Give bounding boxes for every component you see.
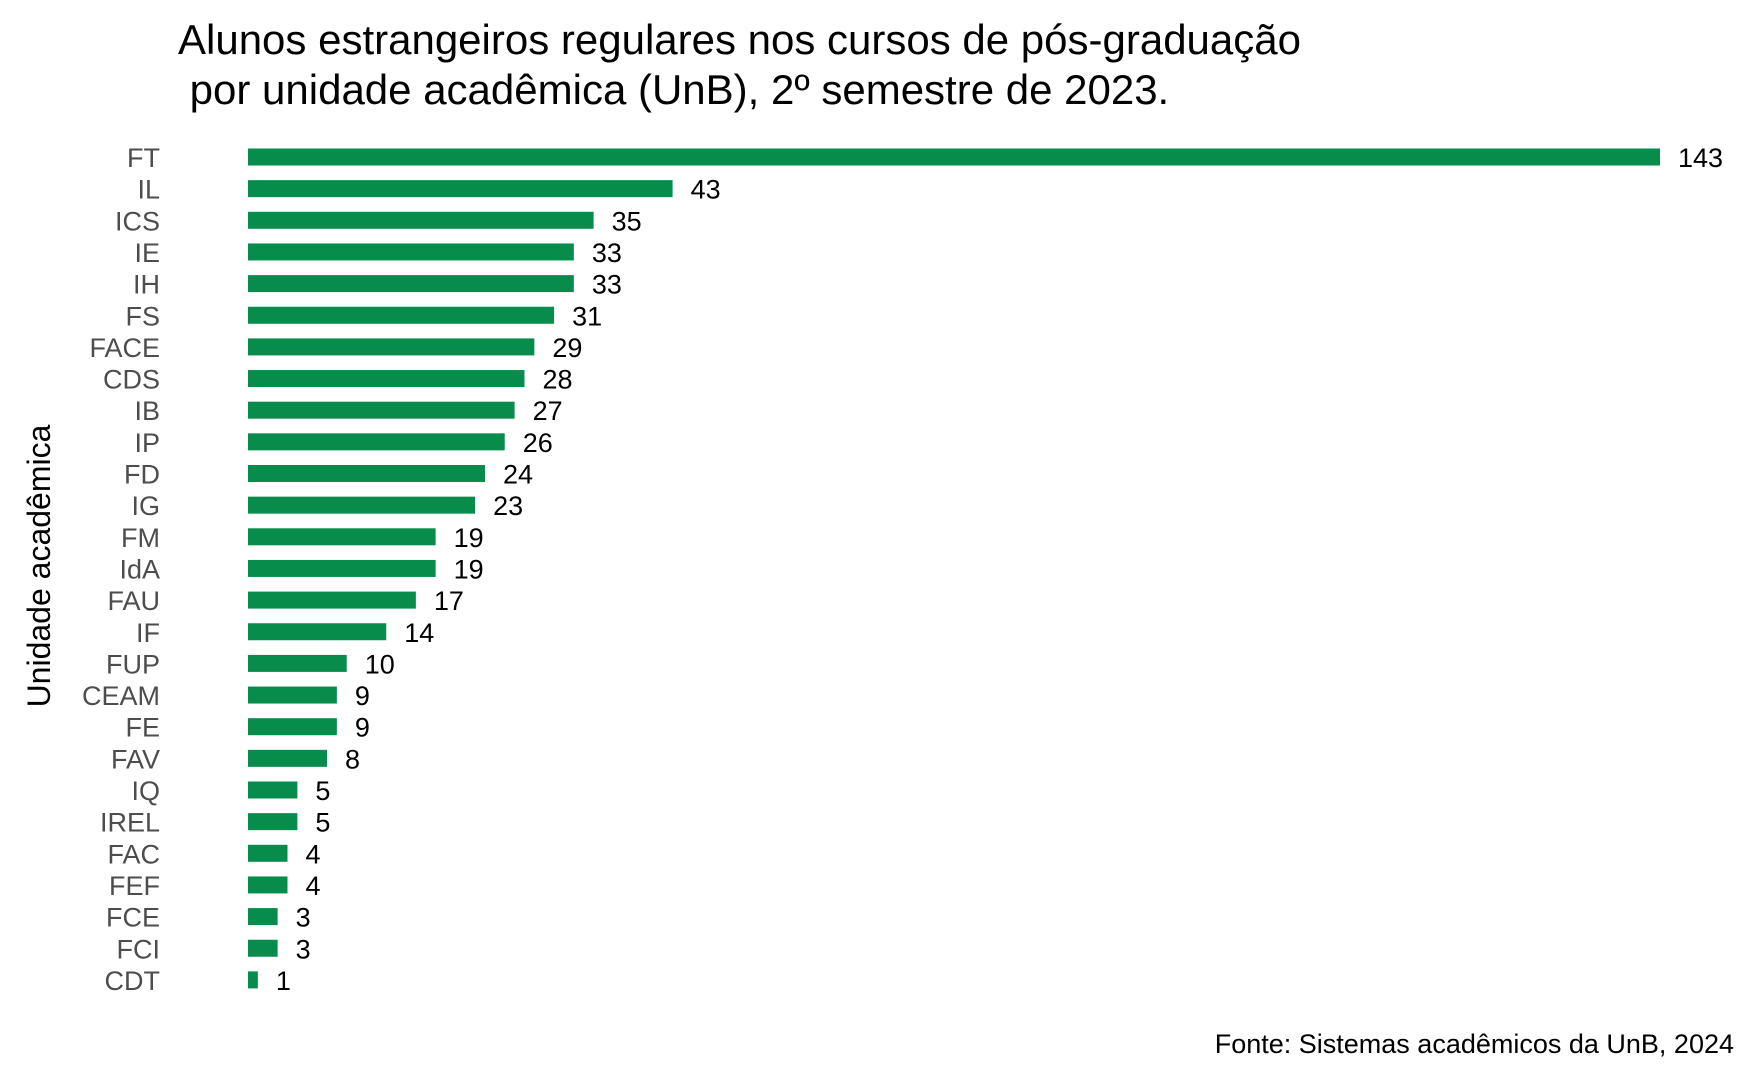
category-label-cds: CDS — [103, 365, 160, 395]
category-label-fci: FCI — [117, 934, 161, 964]
chart-title-line-2: por unidade acadêmica (UnB), 2º semestre… — [178, 66, 1169, 113]
bar-fm — [248, 528, 436, 546]
category-label-ie: IE — [134, 238, 160, 268]
value-label-fe: 9 — [355, 713, 370, 743]
value-label-fci: 3 — [296, 934, 311, 964]
category-label-ida: IdA — [119, 554, 160, 584]
bar-ceam — [248, 686, 337, 704]
y-axis-title: Unidade acadêmica — [21, 424, 57, 707]
category-label-ib: IB — [134, 396, 160, 426]
value-label-il: 43 — [691, 175, 721, 205]
value-label-face: 29 — [552, 333, 582, 363]
bar-fe — [248, 718, 337, 736]
category-label-ig: IG — [131, 491, 160, 521]
value-label-fs: 31 — [572, 301, 602, 331]
bar-ie — [248, 243, 574, 261]
value-label-ie: 33 — [592, 238, 622, 268]
category-label-il: IL — [137, 175, 160, 205]
category-labels-group: FTILICSIEIHFSFACECDSIBIPFDIGFMIdAFAUIFFU… — [82, 143, 160, 996]
category-label-ip: IP — [134, 428, 160, 458]
bar-if — [248, 623, 387, 641]
category-label-fup: FUP — [106, 649, 160, 679]
bar-ft — [248, 148, 1660, 166]
bar-il — [248, 180, 673, 198]
value-label-fce: 3 — [296, 903, 311, 933]
bar-iq — [248, 781, 298, 799]
category-label-ceam: CEAM — [82, 681, 160, 711]
value-label-ig: 23 — [493, 491, 523, 521]
bars-group — [248, 148, 1660, 989]
bar-face — [248, 338, 535, 356]
category-label-fe: FE — [125, 713, 160, 743]
bar-fce — [248, 908, 278, 926]
bar-fau — [248, 591, 416, 609]
bar-cdt — [248, 971, 258, 989]
value-label-ft: 143 — [1678, 143, 1723, 173]
category-label-fef: FEF — [109, 871, 160, 901]
bar-fav — [248, 749, 327, 767]
bar-cds — [248, 370, 525, 388]
value-label-ics: 35 — [612, 206, 642, 236]
category-label-fce: FCE — [106, 903, 160, 933]
bar-ics — [248, 211, 594, 229]
category-label-ics: ICS — [115, 206, 160, 236]
bar-ih — [248, 275, 574, 293]
value-label-cds: 28 — [542, 365, 572, 395]
bar-fup — [248, 654, 347, 672]
chart-title-line-1: Alunos estrangeiros regulares nos cursos… — [178, 16, 1301, 63]
value-label-fef: 4 — [305, 871, 320, 901]
bar-ig — [248, 496, 476, 514]
value-label-fac: 4 — [305, 839, 320, 869]
value-label-ida: 19 — [454, 554, 484, 584]
bar-irel — [248, 813, 298, 831]
category-label-fd: FD — [124, 460, 160, 490]
category-label-face: FACE — [89, 333, 160, 363]
category-label-ih: IH — [133, 270, 160, 300]
bar-ida — [248, 559, 436, 577]
value-label-ceam: 9 — [355, 681, 370, 711]
value-label-iq: 5 — [315, 776, 330, 806]
value-label-fav: 8 — [345, 744, 360, 774]
value-label-fau: 17 — [434, 586, 464, 616]
category-label-fs: FS — [125, 301, 160, 331]
category-label-cdt: CDT — [105, 966, 161, 996]
bar-fef — [248, 876, 288, 894]
category-label-if: IF — [136, 618, 160, 648]
source-caption: Fonte: Sistemas acadêmicos da UnB, 2024 — [1215, 1029, 1734, 1059]
category-label-fac: FAC — [107, 839, 160, 869]
bar-fci — [248, 939, 278, 957]
category-label-irel: IREL — [100, 808, 160, 838]
category-label-fav: FAV — [111, 744, 160, 774]
category-label-ft: FT — [127, 143, 160, 173]
value-label-cdt: 1 — [276, 966, 291, 996]
value-labels-group: 1434335333331292827262423191917141099855… — [276, 143, 1723, 996]
value-label-fup: 10 — [365, 649, 395, 679]
value-label-ip: 26 — [523, 428, 553, 458]
value-label-ih: 33 — [592, 270, 622, 300]
value-label-irel: 5 — [315, 808, 330, 838]
bar-fd — [248, 465, 485, 482]
bar-fs — [248, 306, 555, 324]
category-label-iq: IQ — [131, 776, 160, 806]
category-label-fm: FM — [121, 523, 160, 553]
value-label-if: 14 — [404, 618, 434, 648]
bar-ib — [248, 401, 515, 419]
value-label-ib: 27 — [533, 396, 563, 426]
value-label-fd: 24 — [503, 460, 533, 490]
bar-ip — [248, 433, 505, 451]
bar-fac — [248, 844, 288, 862]
value-label-fm: 19 — [454, 523, 484, 553]
category-label-fau: FAU — [107, 586, 160, 616]
